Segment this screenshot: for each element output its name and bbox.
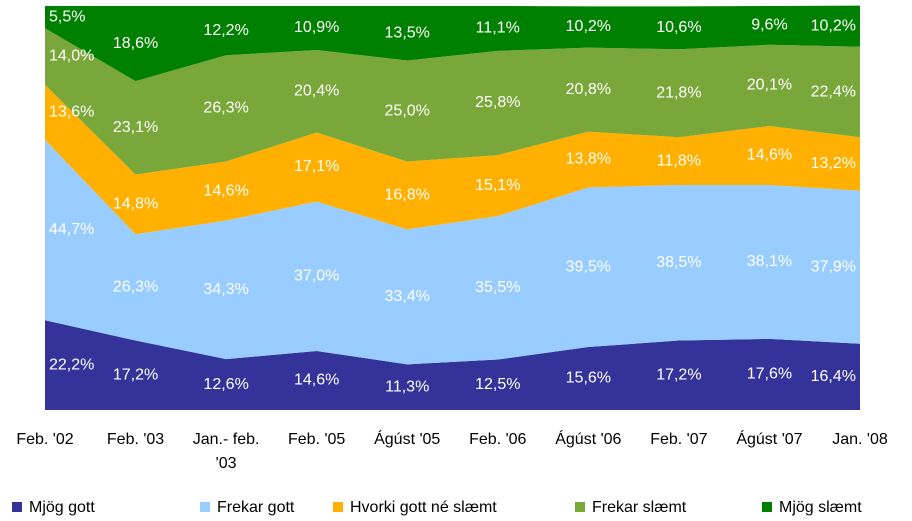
value-label: 26,3% — [113, 279, 158, 296]
value-label: 23,1% — [113, 119, 158, 136]
x-tick-label: Feb. '06 — [469, 431, 527, 448]
legend-label: Frekar slæmt — [592, 499, 687, 516]
value-label: 12,2% — [203, 22, 248, 39]
value-label: 16,4% — [811, 368, 856, 385]
value-label: 14,6% — [203, 182, 248, 199]
value-label: 38,1% — [747, 253, 792, 270]
value-label: 18,6% — [113, 35, 158, 52]
value-label: 38,5% — [656, 254, 701, 271]
value-label: 10,6% — [656, 19, 701, 36]
value-label: 11,8% — [657, 152, 701, 169]
legend-swatch — [333, 502, 343, 512]
value-label: 11,3% — [385, 378, 429, 395]
legend-label: Hvorki gott né slæmt — [350, 499, 497, 516]
value-label: 14,8% — [113, 196, 158, 213]
x-tick-label: Feb. '02 — [16, 431, 74, 448]
area — [45, 320, 860, 410]
value-label: 16,8% — [385, 187, 430, 204]
value-label: 17,1% — [294, 158, 339, 175]
area — [45, 5, 860, 82]
value-label: 20,1% — [747, 77, 792, 94]
value-label: 10,2% — [566, 18, 611, 35]
legend-swatch — [762, 502, 772, 512]
value-label: 37,0% — [294, 267, 339, 284]
value-label: 37,9% — [811, 258, 856, 275]
value-label: 15,1% — [475, 177, 520, 194]
value-label: 9,6% — [751, 17, 787, 34]
value-label: 14,6% — [294, 372, 339, 389]
value-label: 5,5% — [49, 8, 85, 25]
value-label: 17,2% — [656, 366, 701, 383]
value-label: 15,6% — [566, 370, 611, 387]
x-tick-label: Ágúst '05 — [374, 431, 441, 448]
x-tick-label: Jan.- feb. '03 — [192, 431, 260, 472]
value-label: 10,9% — [294, 19, 339, 36]
value-label: 39,5% — [566, 258, 611, 275]
area — [45, 28, 860, 175]
x-tick-label: Jan. '08 — [832, 431, 888, 448]
value-label: 26,3% — [203, 100, 248, 117]
value-label: 35,5% — [475, 279, 520, 296]
x-tick-label: Ágúst '06 — [555, 431, 622, 448]
x-tick-label: Feb. '03 — [106, 431, 165, 448]
value-label: 20,8% — [566, 81, 611, 98]
value-label: 14,0% — [49, 48, 94, 65]
legend-swatch — [575, 502, 585, 512]
value-label: 44,7% — [49, 221, 94, 238]
legend-swatch — [12, 502, 22, 512]
value-label: 13,5% — [385, 24, 430, 41]
value-label: 11,1% — [476, 20, 520, 37]
value-label: 21,8% — [656, 84, 701, 101]
legend-swatch — [200, 502, 210, 512]
area — [45, 139, 860, 365]
x-tick-label: Feb. '05 — [288, 431, 346, 448]
legend-label: Mjög slæmt — [779, 499, 862, 516]
value-label: 17,2% — [113, 366, 158, 383]
value-label: 13,6% — [49, 103, 94, 120]
x-tick-label: Ágúst '07 — [736, 431, 803, 448]
x-tick-label: Feb. '07 — [650, 431, 708, 448]
value-label: 25,0% — [385, 102, 430, 119]
legend-label: Frekar gott — [217, 499, 295, 516]
value-label: 13,2% — [811, 155, 856, 172]
value-label: 20,4% — [294, 82, 339, 99]
value-label: 33,4% — [385, 288, 430, 305]
value-label: 17,6% — [747, 366, 792, 383]
legend-label: Mjög gott — [29, 499, 95, 516]
value-label: 22,2% — [49, 356, 94, 373]
value-label: 12,5% — [475, 376, 520, 393]
value-label: 25,8% — [475, 94, 520, 111]
value-label: 22,4% — [811, 83, 856, 100]
value-label: 10,2% — [811, 17, 856, 34]
area — [45, 84, 860, 235]
value-label: 14,6% — [747, 147, 792, 164]
value-label: 12,6% — [203, 376, 248, 393]
value-label: 34,3% — [203, 281, 248, 298]
value-label: 13,8% — [566, 151, 611, 168]
